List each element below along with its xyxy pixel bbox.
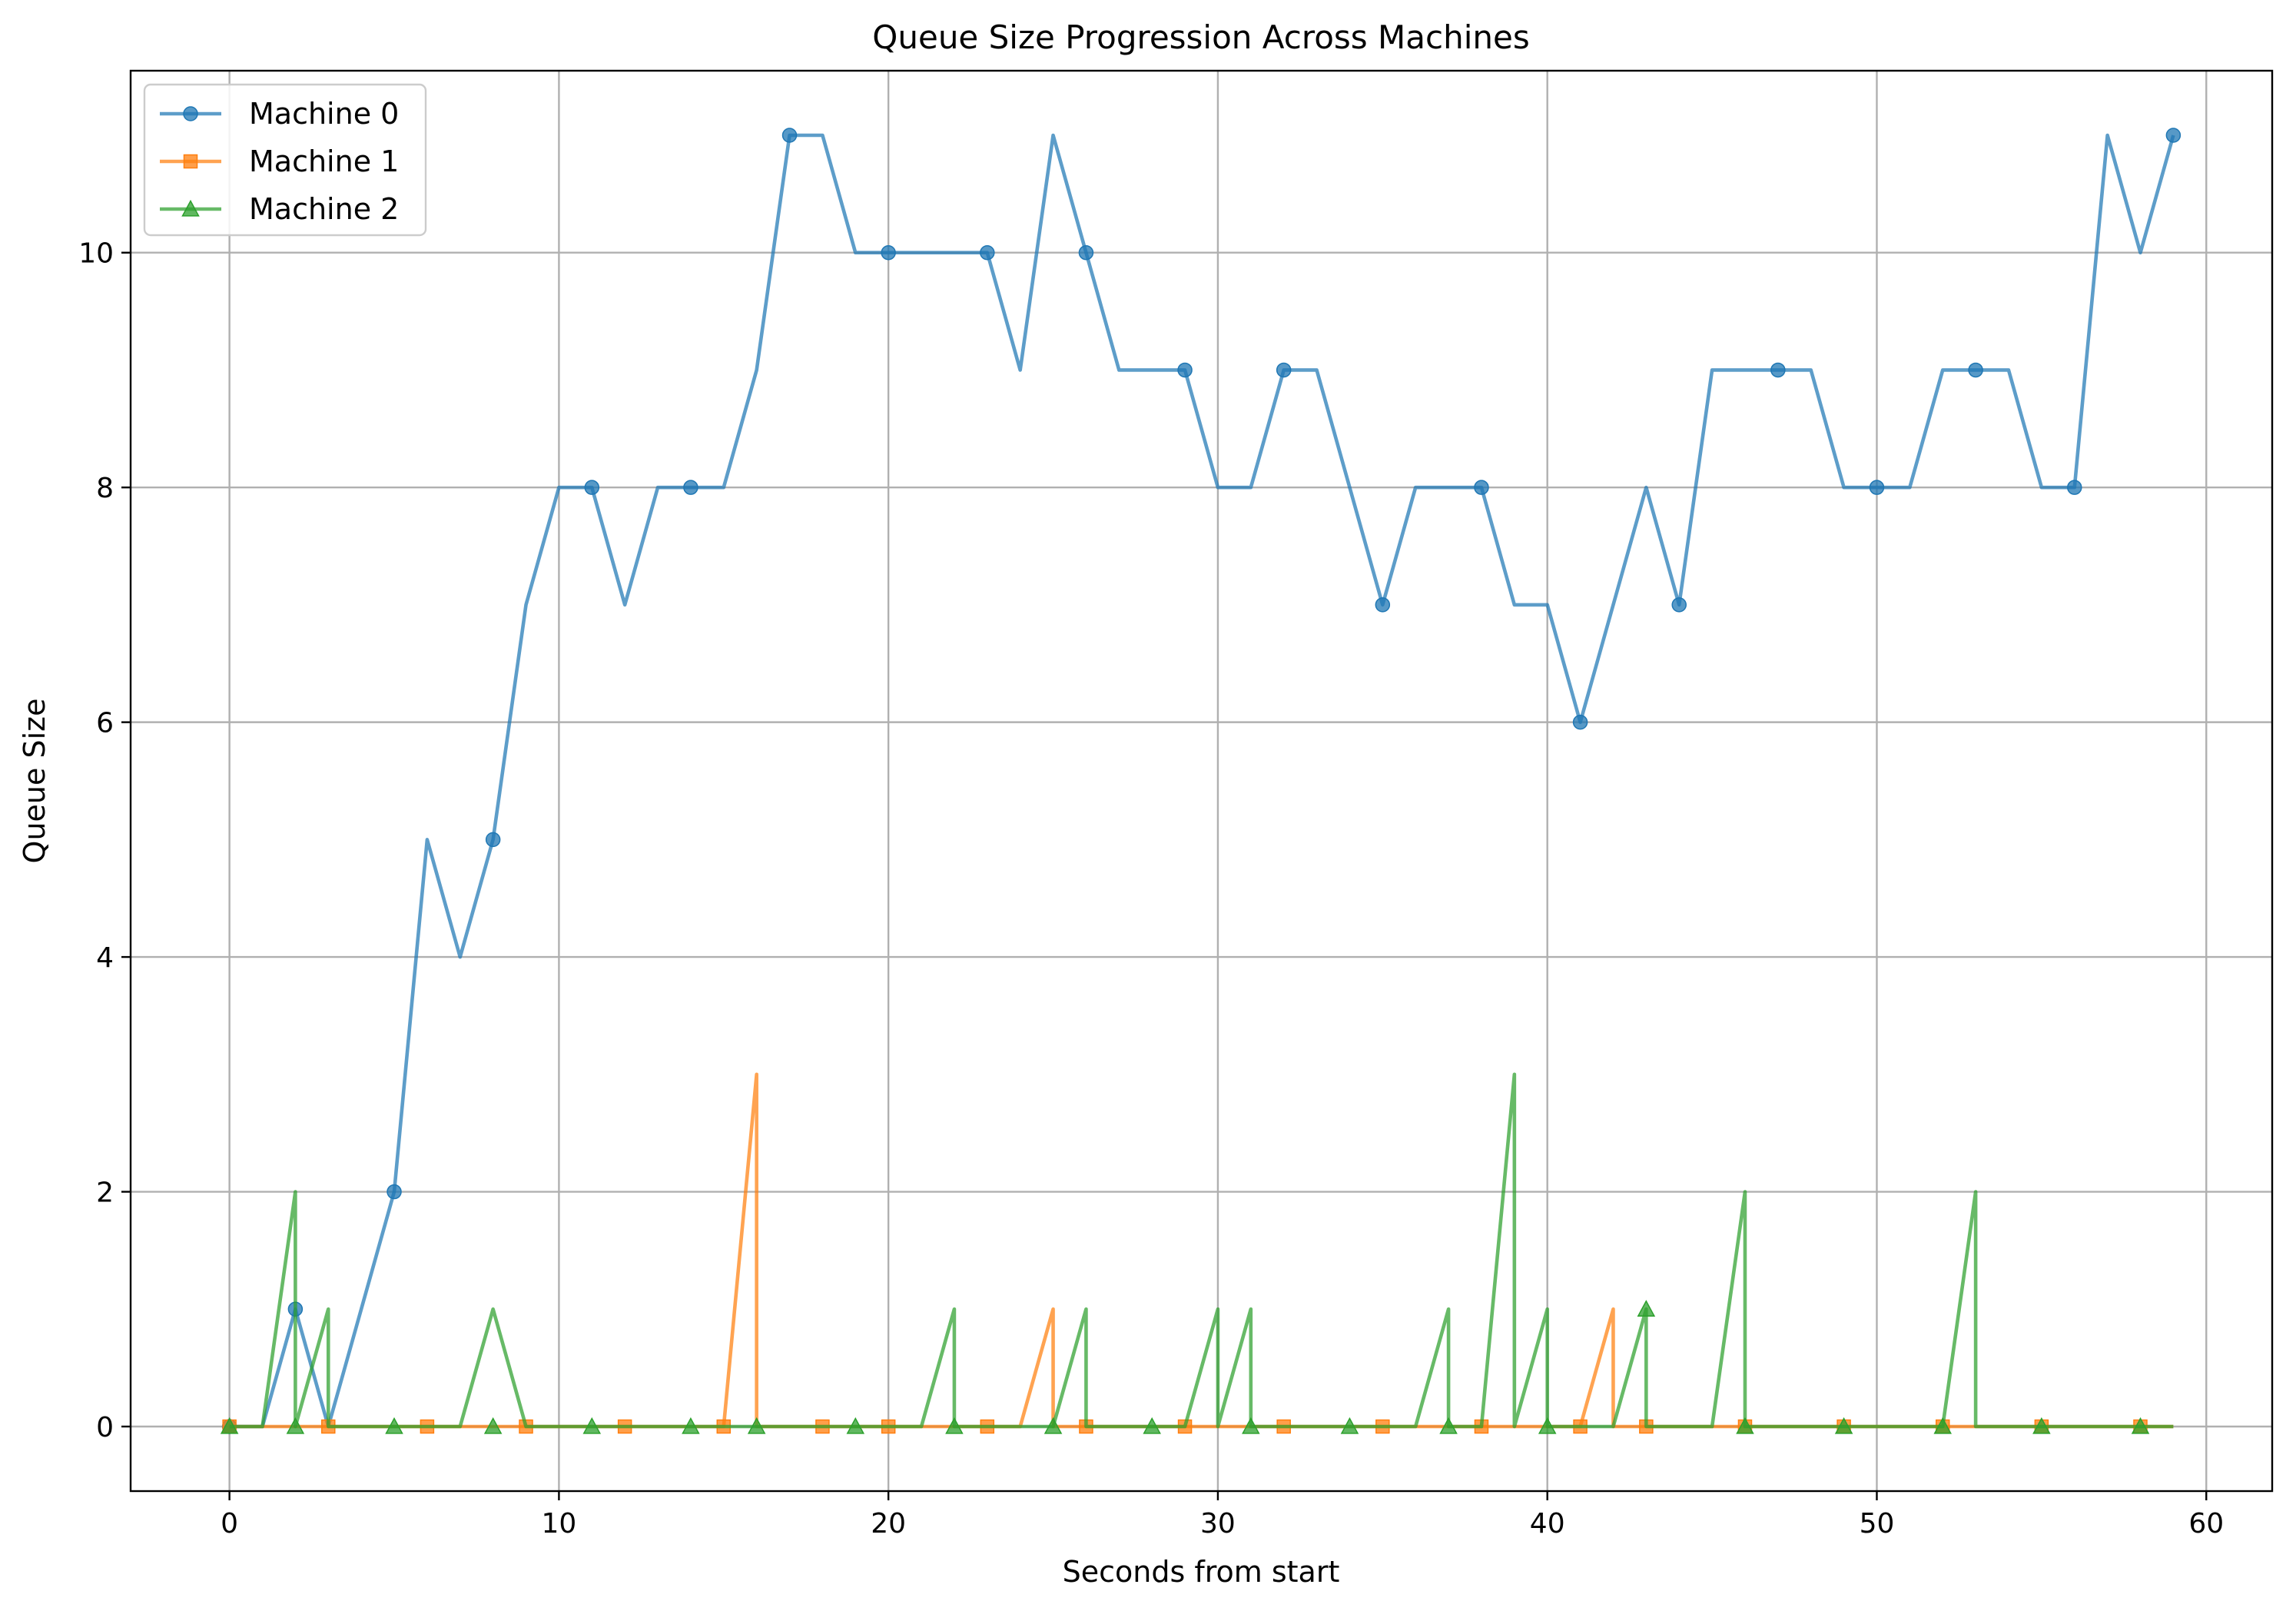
series-line-machine-0 [229, 133, 2175, 1429]
series-layer [220, 128, 2182, 1434]
data-point-machine-2 [1538, 1417, 1557, 1434]
legend-label: Machine 2 [249, 192, 399, 226]
series-line-machine-2 [229, 1072, 2174, 1429]
data-point-machine-0 [1869, 480, 1885, 495]
data-point-machine-0 [1375, 597, 1391, 613]
data-point-machine-2 [220, 1417, 239, 1434]
data-point-machine-2 [582, 1417, 602, 1434]
ticks: 0 10 20 30 40 50 60 0 2 4 6 8 10 [78, 238, 2224, 1540]
legend-item-machine-0: Machine 0 [160, 97, 399, 131]
plot-frame [129, 69, 2274, 1493]
legend-marker [183, 154, 198, 169]
data-point-machine-2 [1242, 1417, 1260, 1434]
data-point-machine-0 [1078, 244, 1094, 261]
data-point-machine-0 [881, 244, 896, 261]
y-tick-label: 10 [78, 238, 114, 270]
y-tick-label: 2 [96, 1178, 114, 1209]
legend-item-machine-2: Machine 2 [160, 192, 399, 226]
series-machine-2 [220, 1072, 2174, 1434]
data-point-machine-2 [846, 1417, 865, 1434]
data-point-machine-2 [682, 1417, 700, 1434]
x-tick-label: 10 [541, 1508, 576, 1540]
data-point-machine-2 [1043, 1417, 1063, 1434]
data-point-machine-2 [385, 1417, 403, 1434]
legend-item-machine-1: Machine 1 [160, 144, 399, 178]
data-point-machine-0 [683, 480, 698, 495]
data-point-machine-0 [584, 480, 600, 495]
y-tick-label: 8 [96, 473, 114, 504]
legend-marker [183, 106, 198, 121]
x-tick-label: 60 [2188, 1508, 2224, 1540]
data-point-machine-0 [2165, 128, 2182, 143]
data-point-machine-2 [945, 1417, 964, 1434]
data-point-machine-0 [387, 1184, 402, 1200]
y-axis-label: Queue Size [18, 699, 51, 864]
data-point-machine-2 [483, 1417, 503, 1434]
y-tick-label: 6 [96, 708, 114, 739]
data-point-machine-2 [1834, 1417, 1853, 1434]
data-point-machine-2 [1637, 1300, 1656, 1317]
data-point-machine-0 [1770, 362, 1786, 378]
x-tick-label: 30 [1200, 1508, 1236, 1540]
legend-marker [181, 199, 200, 217]
data-point-machine-2 [1736, 1417, 1754, 1434]
data-point-machine-2 [1340, 1417, 1359, 1434]
x-tick-label: 20 [871, 1508, 906, 1540]
data-point-machine-2 [1143, 1417, 1161, 1434]
x-tick-label: 0 [221, 1508, 238, 1540]
data-point-machine-2 [2032, 1417, 2051, 1434]
data-point-machine-2 [747, 1417, 766, 1434]
legend-label: Machine 0 [249, 97, 399, 131]
data-point-machine-0 [2066, 480, 2082, 495]
x-tick-label: 40 [1530, 1508, 1565, 1540]
data-point-machine-2 [286, 1417, 305, 1434]
x-axis-label: Seconds from start [1063, 1555, 1340, 1589]
data-point-machine-0 [485, 832, 501, 848]
data-point-machine-0 [980, 244, 995, 261]
chart-title: Queue Size Progression Across Machines [872, 18, 1529, 56]
x-tick-label: 50 [1860, 1508, 1895, 1540]
data-point-machine-0 [1572, 714, 1588, 730]
y-tick-label: 4 [96, 942, 114, 974]
data-point-machine-0 [1276, 362, 1292, 378]
data-point-machine-2 [1933, 1417, 1952, 1434]
data-point-machine-0 [1474, 480, 1489, 495]
data-point-machine-2 [2131, 1417, 2150, 1434]
data-point-machine-0 [1671, 597, 1687, 613]
data-point-machine-2 [1439, 1417, 1458, 1434]
legend-label: Machine 1 [249, 144, 399, 178]
legend: Machine 0 Machine 1 Machine 2 [143, 83, 427, 237]
data-point-machine-0 [781, 128, 798, 143]
data-point-machine-0 [1968, 362, 1983, 378]
y-tick-label: 0 [96, 1412, 114, 1443]
data-point-machine-0 [1177, 362, 1193, 378]
legend-box [143, 83, 427, 237]
